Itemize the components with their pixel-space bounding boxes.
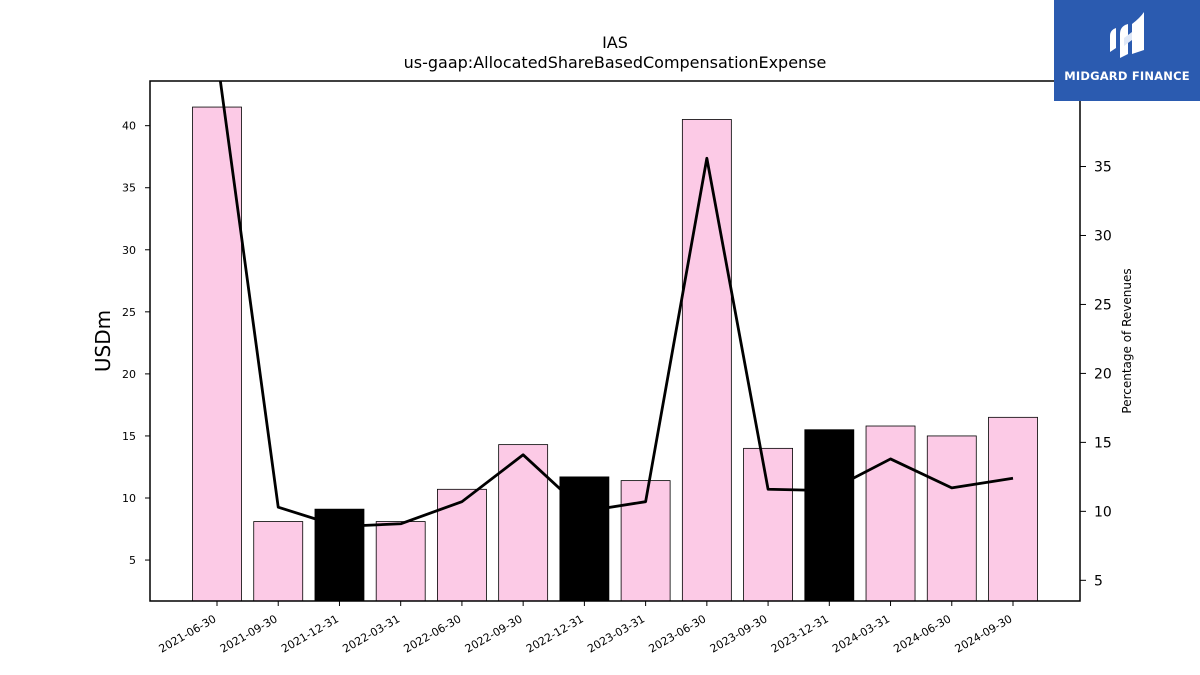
y-tick-label: 35 bbox=[122, 182, 136, 195]
y-tick-label: 40 bbox=[122, 120, 136, 133]
y-tick-label: 10 bbox=[122, 492, 136, 505]
bar-2022-06-30 bbox=[437, 488, 487, 602]
line-series bbox=[218, 81, 1014, 528]
x-tick-label: 2023-09-30 bbox=[708, 612, 770, 655]
x-tick-label: 2022-03-31 bbox=[340, 612, 402, 655]
x-tick-label: 2022-06-30 bbox=[402, 612, 464, 655]
chart-subtitle: us-gaap:AllocatedShareBasedCompensationE… bbox=[404, 53, 827, 72]
x-tick-label: 2023-03-31 bbox=[585, 612, 647, 655]
bar-2021-06-30 bbox=[192, 106, 242, 602]
midgard-logo-icon bbox=[1110, 12, 1144, 58]
y-axis: 5 10 15 20 25 30 35 40 bbox=[122, 120, 150, 567]
bar-2022-03-31 bbox=[375, 521, 426, 602]
y2-tick-label: 30 bbox=[1094, 228, 1112, 244]
x-tick-label: 2021-06-30 bbox=[157, 612, 219, 655]
y-axis-label: USDm bbox=[91, 310, 115, 372]
x-tick-label: 2024-09-30 bbox=[953, 612, 1015, 655]
x-axis: 2021-06-30 2021-09-30 2021-12-31 2022-03-31… bbox=[157, 601, 1015, 656]
bar-2024-06-30 bbox=[926, 435, 977, 602]
bars-group bbox=[192, 106, 1038, 602]
bar-2023-12-31 bbox=[804, 429, 855, 602]
y-tick-label: 5 bbox=[129, 554, 136, 567]
x-tick-label: 2024-06-30 bbox=[891, 612, 953, 655]
y2-axis: 5 10 15 20 25 30 35 bbox=[1080, 160, 1112, 589]
y2-tick-label: 10 bbox=[1094, 504, 1112, 520]
bar-2023-06-30 bbox=[681, 119, 732, 602]
line-group bbox=[218, 81, 1014, 528]
x-tick-label: 2021-12-31 bbox=[279, 612, 341, 655]
bar-2024-09-30 bbox=[988, 416, 1038, 602]
x-tick-label: 2023-12-31 bbox=[769, 612, 831, 655]
bar-2021-09-30 bbox=[253, 521, 304, 602]
chart-title: IAS bbox=[602, 33, 628, 52]
bar-2023-09-30 bbox=[743, 447, 793, 602]
y2-tick-label: 15 bbox=[1094, 435, 1112, 451]
y-tick-label: 20 bbox=[122, 368, 136, 381]
brand-logo: MIDGARD FINANCE bbox=[1054, 0, 1200, 101]
x-tick-label: 2022-09-30 bbox=[463, 612, 525, 655]
x-tick-label: 2021-09-30 bbox=[218, 612, 280, 655]
y2-axis-label: Percentage of Revenues bbox=[1120, 268, 1134, 413]
y2-tick-label: 5 bbox=[1094, 573, 1103, 589]
y2-tick-label: 35 bbox=[1094, 160, 1112, 176]
plot-frame bbox=[149, 80, 1081, 602]
y-tick-label: 25 bbox=[122, 306, 136, 319]
y2-tick-label: 20 bbox=[1094, 366, 1112, 382]
y2-tick-label: 25 bbox=[1094, 297, 1112, 313]
x-tick-label: 2024-03-31 bbox=[830, 612, 892, 655]
y-tick-label: 30 bbox=[122, 244, 136, 257]
y-tick-label: 15 bbox=[122, 430, 136, 443]
x-tick-label: 2023-06-30 bbox=[646, 612, 708, 655]
bar-2024-03-31 bbox=[865, 425, 916, 602]
x-tick-label: 2022-12-31 bbox=[524, 612, 586, 655]
brand-name: MIDGARD FINANCE bbox=[1064, 69, 1190, 83]
bar-2021-12-31 bbox=[314, 508, 365, 602]
